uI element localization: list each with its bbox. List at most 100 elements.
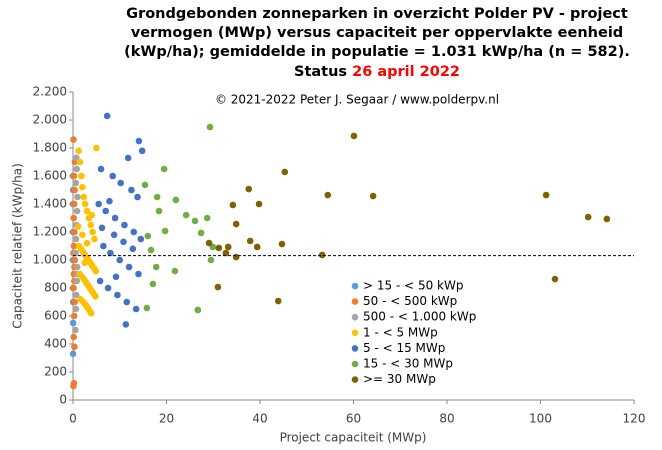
y-tick-label: 2.200 (33, 85, 67, 99)
point (274, 297, 282, 305)
point (72, 291, 80, 299)
y-tick-label: 1.800 (33, 141, 67, 155)
point (79, 231, 86, 239)
y-tick-label: 1.000 (33, 253, 67, 267)
point (93, 144, 100, 152)
legend-label: 500 - < 1.000 kWp (363, 310, 476, 324)
point (281, 168, 289, 176)
point (207, 256, 215, 264)
x-tick-label: 60 (346, 412, 361, 426)
legend-marker (351, 313, 359, 321)
point (129, 245, 137, 253)
y-axis-label: Capaciteit relatief (kWp/ha) (11, 163, 25, 329)
point (83, 239, 91, 247)
point (81, 259, 88, 267)
point (172, 196, 180, 204)
point (232, 220, 240, 228)
x-tick-label: 100 (529, 412, 552, 426)
point (89, 228, 96, 236)
chart-title: Status (294, 64, 347, 80)
point (149, 280, 157, 288)
point (95, 200, 103, 208)
point (79, 183, 86, 191)
point (369, 192, 377, 200)
point (106, 197, 113, 205)
legend-label: >= 30 MWp (363, 372, 436, 386)
point (155, 207, 163, 215)
point (100, 242, 107, 250)
point (72, 235, 80, 243)
point (542, 191, 550, 199)
point (121, 221, 128, 229)
point (107, 249, 114, 257)
point (70, 242, 78, 250)
point (92, 293, 99, 300)
point (87, 221, 95, 229)
point (71, 228, 78, 236)
point (255, 200, 263, 208)
legend-marker (351, 329, 359, 337)
point (203, 214, 211, 222)
point (132, 305, 140, 313)
point (153, 193, 161, 201)
point (205, 239, 213, 247)
point (122, 321, 130, 328)
point (160, 165, 168, 173)
point (551, 275, 559, 283)
y-tick-label: 1.400 (33, 197, 67, 211)
legend-label: 50 - < 500 kWp (363, 294, 457, 308)
point (125, 263, 133, 271)
point (116, 256, 124, 264)
point (152, 263, 160, 271)
point (74, 193, 81, 201)
point (194, 306, 202, 314)
point (70, 214, 78, 222)
point (112, 273, 120, 281)
y-tick-label: 200 (44, 365, 67, 379)
point (102, 207, 110, 215)
point (138, 147, 146, 155)
point (191, 217, 199, 225)
point (603, 215, 611, 223)
legend-marker (351, 376, 359, 383)
point (92, 267, 100, 275)
point (76, 158, 84, 166)
chart-title: (kWp/ha); gemiddelde in populatie = 1.03… (124, 44, 630, 60)
point (70, 200, 78, 208)
point (73, 263, 81, 271)
point (222, 249, 230, 257)
point (246, 237, 254, 245)
point (69, 319, 77, 327)
point (88, 211, 95, 219)
point (97, 165, 105, 173)
point (96, 277, 104, 285)
point (124, 154, 132, 162)
point (70, 284, 77, 292)
y-tick-label: 0 (59, 393, 67, 407)
point (123, 298, 131, 306)
point (161, 227, 169, 235)
point (103, 112, 111, 120)
x-tick-label: 120 (623, 412, 646, 426)
y-tick-label: 800 (44, 281, 67, 295)
point (73, 207, 81, 215)
point (69, 350, 77, 358)
chart-title: Status 26 april 2022 (294, 64, 460, 80)
point (278, 240, 286, 248)
point (78, 172, 85, 180)
point (224, 243, 232, 251)
x-tick-label: 80 (439, 412, 454, 426)
point (72, 179, 80, 187)
chart-title: Grondgebonden zonneparken in overzicht P… (126, 6, 628, 22)
point (350, 132, 358, 140)
point (197, 229, 205, 237)
point (584, 213, 592, 221)
point (111, 214, 119, 222)
point (83, 207, 91, 215)
point (72, 305, 80, 313)
point (87, 309, 95, 317)
point (143, 304, 151, 312)
point (147, 246, 155, 254)
point (135, 270, 142, 278)
